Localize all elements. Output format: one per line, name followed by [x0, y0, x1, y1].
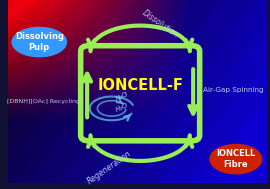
Text: IONCELL-F: IONCELL-F [97, 78, 183, 93]
Text: Air-Gap Spinning: Air-Gap Spinning [203, 87, 264, 93]
Text: Dissolving
Pulp: Dissolving Pulp [15, 32, 64, 52]
Text: H₂O: H₂O [114, 91, 129, 102]
Text: [DBNH][OAc] Recycling: [DBNH][OAc] Recycling [7, 99, 80, 104]
Text: Dissolution: Dissolution [141, 8, 181, 40]
Text: H₂O: H₂O [114, 102, 129, 113]
Ellipse shape [210, 144, 262, 174]
Ellipse shape [12, 27, 66, 57]
Text: Regeneration: Regeneration [85, 149, 133, 186]
Text: IONCELL
Fibre: IONCELL Fibre [216, 149, 255, 169]
